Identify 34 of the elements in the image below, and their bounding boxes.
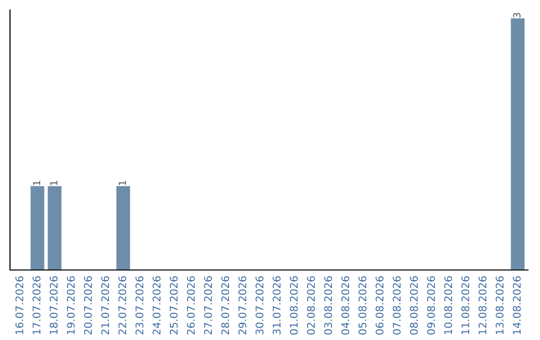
data-label: 1 — [50, 180, 58, 186]
data-label: 1 — [118, 180, 126, 186]
x-tick-label: 12.08.2026 — [478, 276, 486, 334]
x-tick-label: 04.08.2026 — [341, 276, 350, 335]
x-tick-label: 24.07.2026 — [152, 276, 161, 334]
x-tick-label: 22.07.2026 — [118, 276, 126, 334]
x-tick-label: 02.08.2026 — [307, 276, 315, 335]
x-tick-label: 16.07.2026 — [15, 276, 24, 334]
x-tick-label: 19.07.2026 — [66, 276, 75, 334]
data-label: 3 — [513, 12, 521, 18]
x-tick-label: 08.08.2026 — [410, 276, 418, 335]
x-tick-label: 01.08.2026 — [290, 276, 298, 335]
x-tick-label: 21.07.2026 — [101, 276, 110, 334]
x-tick-label: 27.07.2026 — [204, 276, 212, 334]
x-tick-label: 30.07.2026 — [256, 276, 264, 334]
x-tick-label: 07.08.2026 — [392, 276, 401, 335]
data-label: 1 — [33, 180, 40, 186]
x-tick-label: 26.07.2026 — [186, 276, 195, 334]
x-tick-label: 31.07.2026 — [272, 276, 281, 334]
x-tick-label: 18.07.2026 — [50, 276, 58, 334]
x-tick-label: 25.07.2026 — [170, 276, 178, 334]
x-tick-label: 13.08.2026 — [496, 276, 504, 334]
x-tick-label: 20.07.2026 — [84, 276, 92, 334]
x-tick-label: 05.08.2026 — [358, 276, 366, 335]
x-tick-label: 29.07.2026 — [238, 276, 246, 334]
x-tick-label: 09.08.2026 — [427, 276, 435, 335]
x-tick-label: 06.08.2026 — [376, 276, 384, 335]
x-tick-label: 23.07.2026 — [136, 276, 144, 334]
x-tick-label: 28.07.2026 — [221, 276, 230, 334]
x-tick-label: 03.08.2026 — [324, 276, 332, 335]
x-tick-label: 14.08.2026 — [512, 276, 521, 334]
x-tick-label: 10.08.2026 — [444, 276, 452, 334]
x-tick-label: 11.08.2026 — [461, 276, 470, 334]
x-tick-label: 17.07.2026 — [32, 276, 40, 334]
